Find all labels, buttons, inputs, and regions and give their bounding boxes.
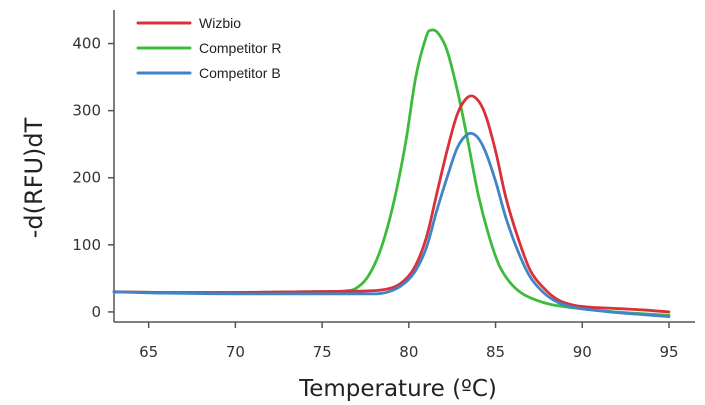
y-tick-label: 400 [72, 35, 101, 53]
x-tick-label: 70 [226, 343, 245, 361]
legend-label-competitor-r: Competitor R [199, 40, 281, 56]
y-tick-label: 300 [72, 102, 101, 120]
series-line-competitor-b [112, 131, 671, 319]
legend-label-wizbio: Wizbio [199, 15, 241, 31]
y-tick-label: 0 [91, 303, 101, 321]
x-tick-label: 80 [399, 343, 418, 361]
series-line-wizbio [112, 94, 671, 314]
legend: Wizbio Competitor R Competitor B [136, 15, 281, 81]
x-tick-label: 85 [486, 343, 505, 361]
x-tick-label: 90 [573, 343, 592, 361]
y-axis-title: -d(RFU)dT [20, 117, 48, 238]
x-axis-title: Temperature (ºC) [298, 376, 497, 402]
y-tick-label: 100 [72, 236, 101, 254]
x-tick-label: 95 [659, 343, 678, 361]
y-tick-label: 200 [72, 169, 101, 187]
legend-label-competitor-b: Competitor B [199, 65, 281, 81]
axes: 0 100 200 300 400 65 70 75 80 85 90 95 [72, 10, 695, 361]
series-line-competitor-r [112, 28, 671, 317]
x-tick-label: 65 [139, 343, 158, 361]
series-lines [112, 28, 671, 319]
x-tick-label: 75 [313, 343, 332, 361]
